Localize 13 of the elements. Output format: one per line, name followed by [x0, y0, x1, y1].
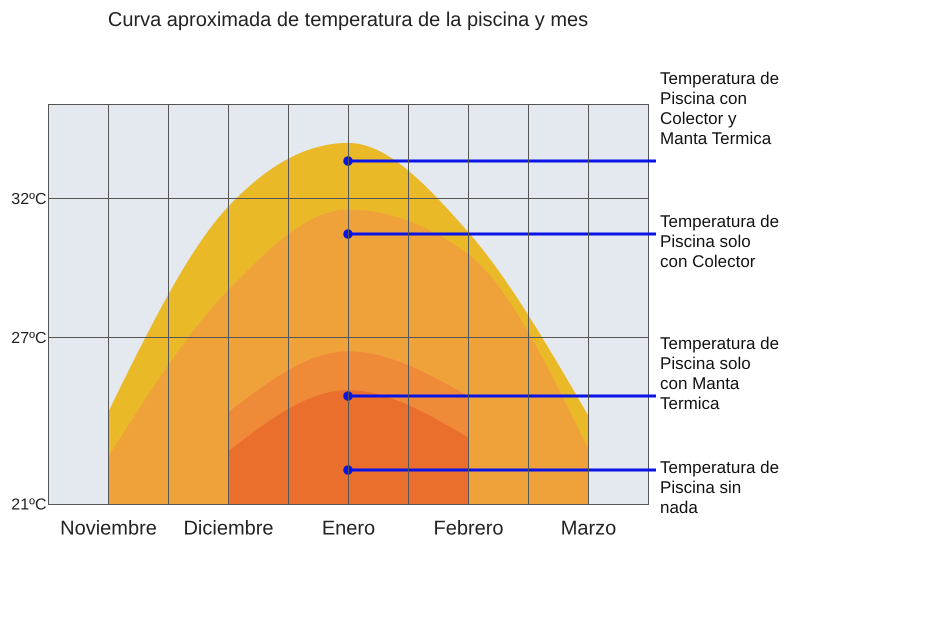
- x-tick-label: Marzo: [560, 518, 616, 540]
- text: Temperatura de Piscina sin nada: [660, 458, 780, 517]
- x-tick-label: Noviembre: [60, 518, 157, 540]
- y-tick-label: 32ºC: [11, 190, 46, 208]
- x-tick-label: Enero: [322, 518, 376, 540]
- chart-title: Curva aproximada de temperatura de la piscina y mes: [108, 9, 588, 31]
- text: Temperatura de Piscina con Colector y Manta Termica: [660, 69, 780, 148]
- x-tick-label: Diciembre: [183, 518, 274, 540]
- y-tick-label: 27ºC: [11, 330, 46, 347]
- y-tick-label: 21ºC: [11, 496, 46, 514]
- text: Temperatura de Piscina solo con Colector: [660, 212, 780, 271]
- text: Temperatura de Piscina solo con Manta Termica: [660, 334, 780, 413]
- x-tick-label: Febrero: [433, 518, 504, 540]
